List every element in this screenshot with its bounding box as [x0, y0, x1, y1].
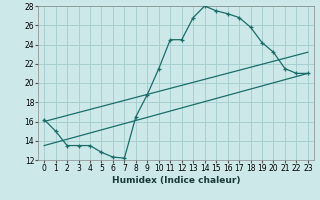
X-axis label: Humidex (Indice chaleur): Humidex (Indice chaleur): [112, 176, 240, 185]
